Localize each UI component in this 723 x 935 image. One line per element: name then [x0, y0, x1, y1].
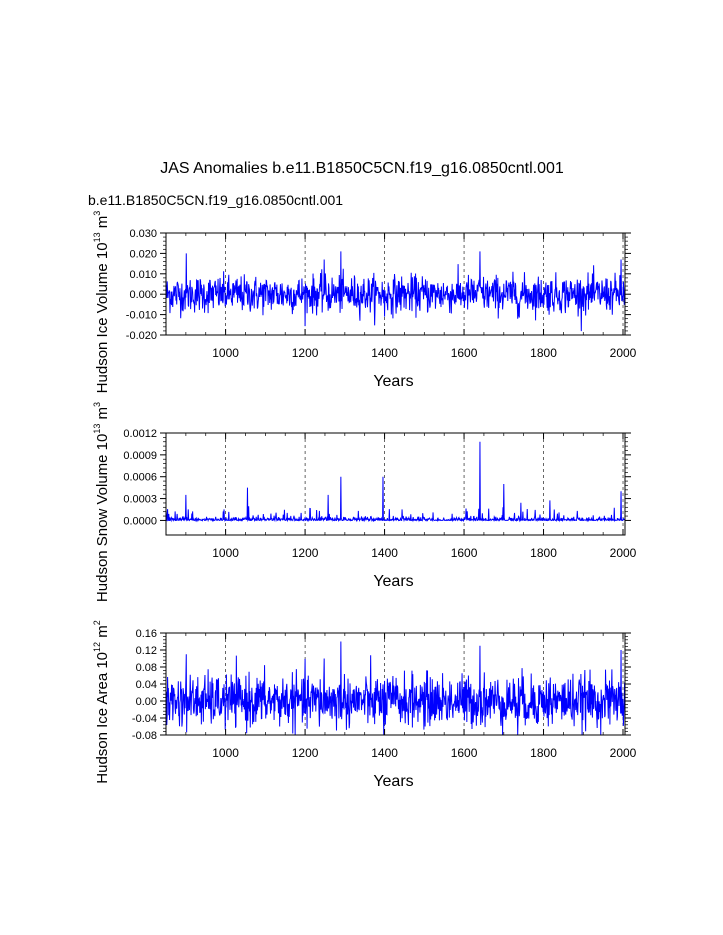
y-tick-label: 0.0003 [123, 494, 157, 506]
y-tick-label: -0.04 [132, 713, 157, 725]
x-tick-label: 1200 [292, 546, 319, 560]
y-tick-label: -0.08 [132, 730, 157, 742]
y-axis-label: Hudson Ice Volume 1013 m3 [92, 211, 111, 394]
y-tick-label: -0.010 [126, 310, 157, 322]
x-tick-label: 1800 [530, 346, 557, 360]
x-tick-label: 1600 [451, 746, 478, 760]
x-tick-label: 1400 [371, 546, 398, 560]
chart-panel-1: 1000 1200 1400 1600 1800 2000 -0.020 -0.010 0.00… [92, 211, 637, 394]
x-axis-label: Years [373, 573, 413, 590]
y-tick-label: 0.00 [136, 696, 157, 708]
series-line [165, 441, 626, 523]
y-tick-label: 0.0006 [123, 472, 157, 484]
x-tick-label: 1000 [212, 346, 239, 360]
x-tick-label: 1600 [451, 546, 478, 560]
x-axis-label: Years [373, 373, 413, 390]
x-tick-label: 1200 [292, 746, 319, 760]
x-tick-label: 2000 [610, 746, 637, 760]
y-tick-label: 0.030 [129, 228, 157, 240]
y-axis-label: Hudson Ice Area 1012 m2 [92, 620, 111, 783]
y-tick-label: -0.020 [126, 330, 157, 342]
x-tick-label: 1800 [530, 746, 557, 760]
x-tick-label: 1800 [530, 546, 557, 560]
y-tick-label: 0.08 [136, 662, 157, 674]
x-tick-label: 1200 [292, 346, 319, 360]
x-tick-label: 1400 [371, 746, 398, 760]
x-tick-label: 1400 [371, 346, 398, 360]
y-tick-label: 0.04 [136, 679, 157, 691]
y-tick-label: 0.12 [136, 645, 157, 657]
x-tick-label: 2000 [610, 346, 637, 360]
chart-panel-3: 1000 1200 1400 1600 1800 2000 -0.08 -0.04 0.00 0.… [92, 620, 637, 790]
x-tick-label: 1600 [451, 346, 478, 360]
figure-subtitle: b.e11.B1850C5CN.f19_g16.0850cntl.001 [88, 192, 343, 208]
y-tick-label: 0.010 [129, 269, 157, 281]
x-tick-label: 2000 [610, 546, 637, 560]
plot-frame [165, 232, 626, 336]
y-axis-label: Hudson Snow Volume 1013 m3 [92, 402, 111, 602]
chart-panel-2: 1000 1200 1400 1600 1800 2000 0.0000 0.0003 0.00… [92, 402, 637, 602]
y-tick-label: 0.16 [136, 628, 157, 640]
plot-frame [165, 432, 626, 536]
y-tick-label: 0.0009 [123, 450, 157, 462]
x-axis-label: Years [373, 773, 413, 790]
y-tick-label: 0.0000 [123, 515, 157, 527]
series-line [165, 251, 626, 332]
x-tick-label: 1000 [212, 746, 239, 760]
x-tick-label: 1000 [212, 546, 239, 560]
y-tick-label: 0.020 [129, 248, 157, 260]
figure-title: JAS Anomalies b.e11.B1850C5CN.f19_g16.08… [160, 160, 564, 177]
y-tick-label: 0.000 [129, 289, 157, 301]
y-tick-label: 0.0012 [123, 428, 157, 440]
series-line [165, 641, 626, 736]
panels: 1000 1200 1400 1600 1800 2000 -0.020 -0.010 0.00… [92, 211, 637, 790]
